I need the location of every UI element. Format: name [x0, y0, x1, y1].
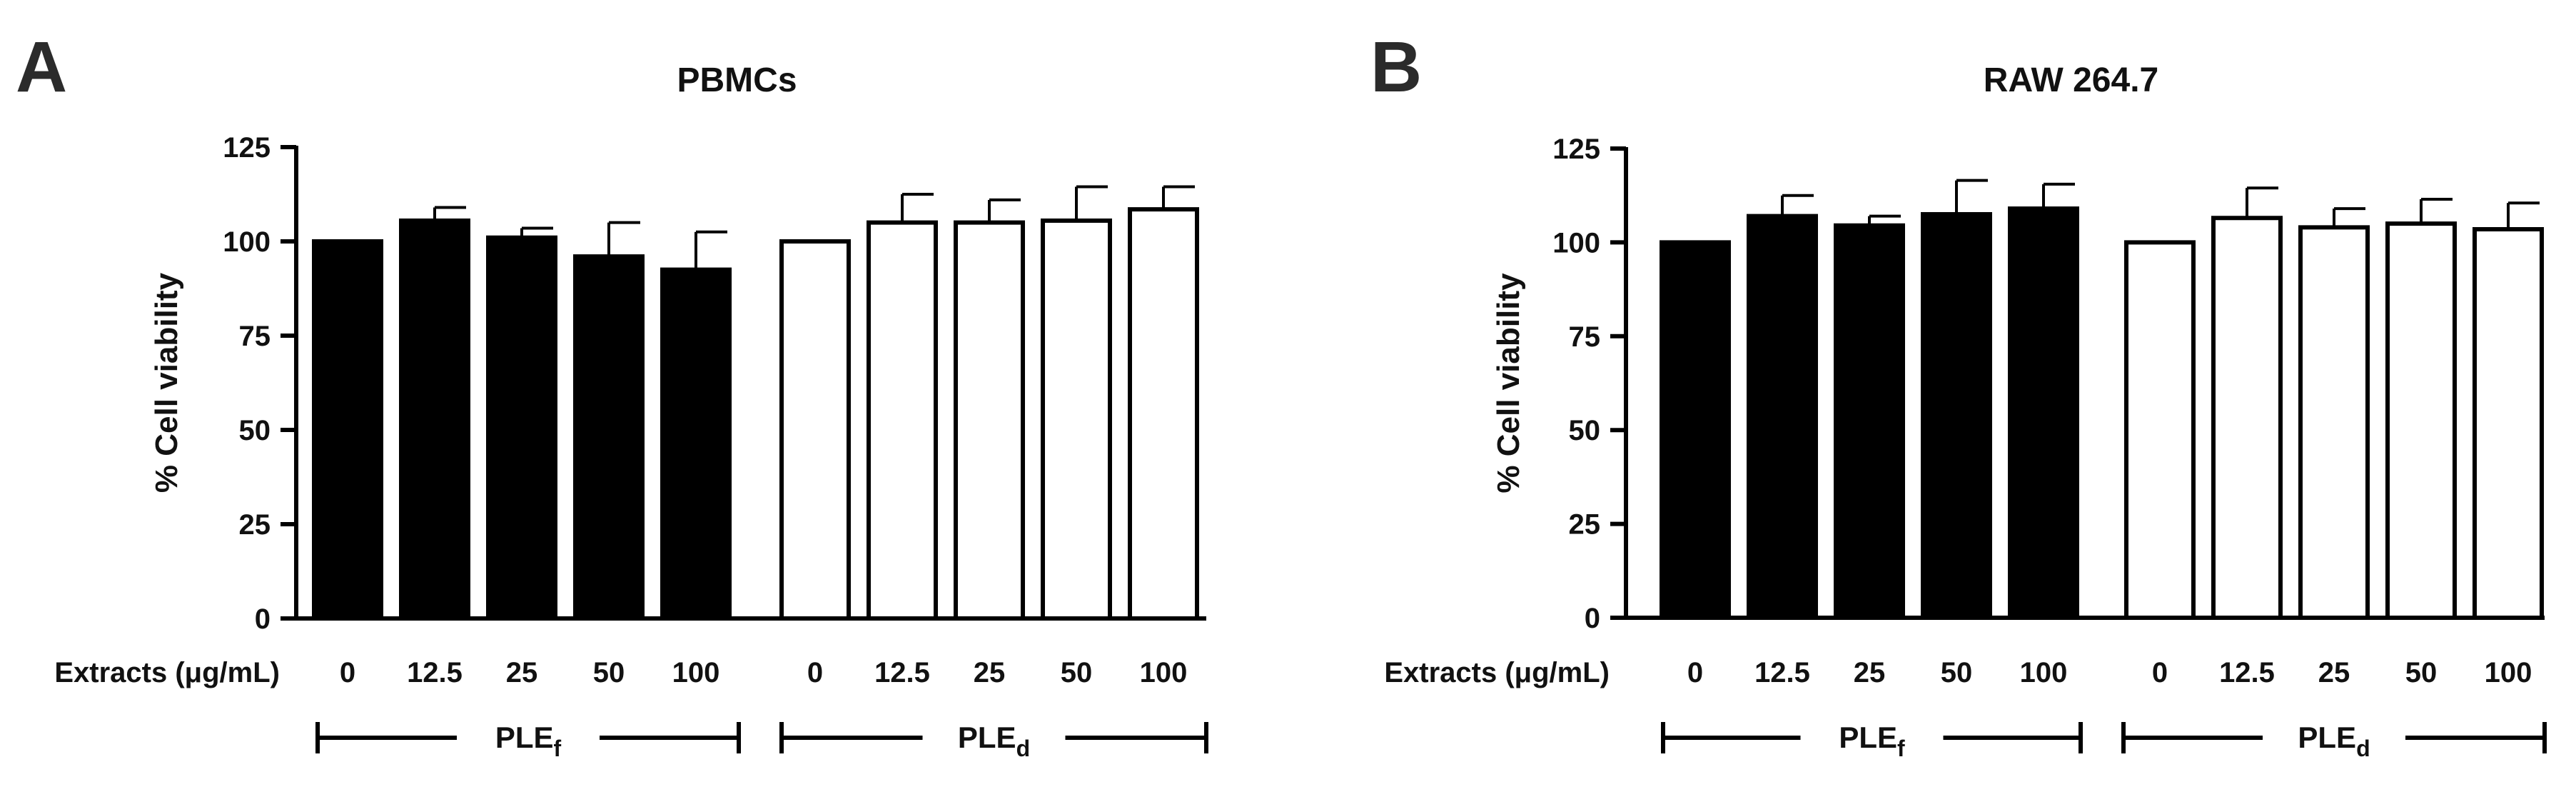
- bar: [2124, 240, 2196, 620]
- x-tick-label: 0: [1687, 657, 1703, 688]
- x-tick-label: 100: [672, 657, 720, 688]
- group-label-subscript: f: [554, 736, 562, 761]
- y-tick-label: 125: [223, 132, 271, 164]
- x-tick-label: 50: [593, 657, 625, 688]
- x-tick-label: 25: [506, 657, 538, 688]
- x-tick-label: 25: [2318, 657, 2350, 688]
- group-label: PLEf: [1839, 721, 1905, 761]
- bar: [2008, 206, 2079, 620]
- x-axis-title: Extracts (μg/mL): [54, 657, 280, 688]
- y-tick-label: 50: [239, 415, 271, 446]
- bar: [660, 267, 732, 621]
- x-tick-label: 0: [340, 657, 355, 688]
- bar: [2385, 221, 2457, 620]
- x-tick-label: 25: [974, 657, 1006, 688]
- x-axis-title: Extracts (μg/mL): [1384, 657, 1610, 688]
- x-tick-label: 25: [1854, 657, 1886, 688]
- x-tick-label: 0: [2152, 657, 2168, 688]
- x-tick-label: 12.5: [2219, 657, 2275, 688]
- x-tick-label: 12.5: [1754, 657, 1810, 688]
- bar: [1747, 214, 1818, 621]
- bar: [2211, 216, 2283, 620]
- x-tick-label: 100: [1140, 657, 1188, 688]
- y-tick-label: 50: [1569, 415, 1601, 446]
- group-label-subscript: d: [1016, 736, 1031, 761]
- bar: [1834, 223, 1905, 620]
- bar: [312, 239, 383, 621]
- y-tick-label: 100: [223, 226, 271, 258]
- group-label-base: PLE: [958, 721, 1016, 754]
- x-tick-label: 12.5: [407, 657, 463, 688]
- x-tick-label: 50: [1941, 657, 1973, 688]
- panel-a: A PBMCs % Cell viability 0 25 50 75 100 125 Extra…: [16, 27, 1208, 761]
- bar: [1041, 218, 1112, 621]
- group-label-subscript: d: [2356, 736, 2370, 761]
- group-label: PLEd: [958, 721, 1030, 761]
- panel-b: B RAW 264.7 % Cell viability 0 25 50 75 100 125 E…: [1370, 27, 2547, 761]
- x-tick-label: 100: [2485, 657, 2532, 688]
- group-label-base: PLE: [2298, 721, 2356, 754]
- bar: [2298, 225, 2370, 621]
- y-axis-label: % Cell viability: [1491, 273, 1526, 493]
- group-label-subscript: f: [1897, 736, 1905, 761]
- bar: [486, 235, 557, 621]
- y-tick-label: 25: [239, 509, 271, 541]
- bar: [1660, 240, 1731, 620]
- chart-title: PBMCs: [677, 61, 797, 99]
- x-tick-label: 50: [2405, 657, 2438, 688]
- group-label: PLEd: [2298, 721, 2370, 761]
- bar: [573, 254, 645, 621]
- bar: [1921, 211, 1992, 621]
- y-tick-label: 75: [239, 321, 271, 352]
- x-tick-label: 12.5: [874, 657, 930, 688]
- y-tick-label: 25: [1569, 509, 1601, 541]
- y-tick-label: 0: [255, 603, 271, 635]
- y-tick-label: 125: [1552, 134, 1600, 165]
- group-label-base: PLE: [495, 721, 554, 754]
- panel-letter: A: [16, 27, 67, 107]
- x-tick-label: 50: [1061, 657, 1093, 688]
- x-tick-label: 100: [2020, 657, 2068, 688]
- group-label: PLEf: [495, 721, 562, 761]
- chart-title: RAW 264.7: [1984, 61, 2158, 99]
- bar: [2473, 227, 2544, 620]
- bar: [954, 220, 1025, 621]
- panel-letter: B: [1370, 27, 1422, 107]
- y-tick-label: 0: [1585, 603, 1600, 634]
- bar: [779, 239, 851, 621]
- group-label-base: PLE: [1839, 721, 1897, 754]
- y-tick-label: 100: [1552, 227, 1600, 259]
- bar: [867, 220, 938, 621]
- bar: [1128, 207, 1199, 621]
- x-tick-label: 0: [807, 657, 823, 688]
- bar: [399, 218, 470, 621]
- y-axis-label: % Cell viability: [149, 272, 184, 493]
- y-tick-label: 75: [1569, 321, 1601, 353]
